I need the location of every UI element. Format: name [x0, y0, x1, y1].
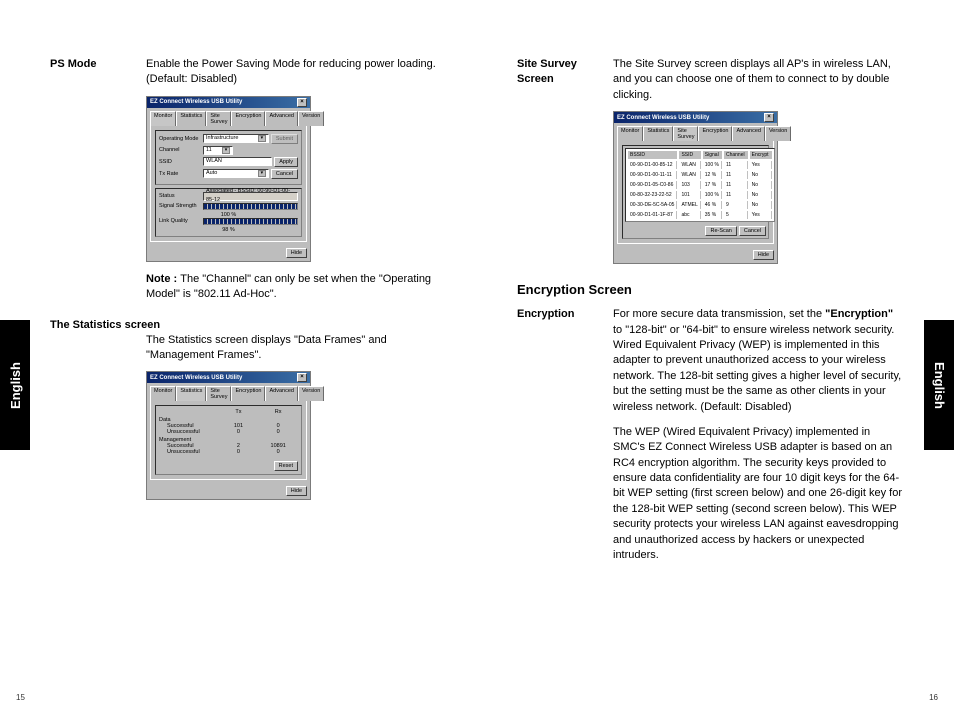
tab-encryption[interactable]: Encryption: [698, 126, 732, 141]
tab-monitor[interactable]: Monitor: [150, 386, 176, 401]
link-label: Link Quality: [159, 218, 203, 224]
stats-text: The Statistics screen displays "Data Fra…: [146, 333, 457, 364]
tab-sitesurvey[interactable]: Site Survey: [206, 111, 231, 126]
tab-version[interactable]: Version: [765, 126, 791, 141]
tab-advanced[interactable]: Advanced: [265, 111, 297, 126]
tab-version[interactable]: Version: [298, 111, 324, 126]
window-title: EZ Connect Wireless USB Utility: [150, 375, 242, 381]
chevron-down-icon[interactable]: ▾: [258, 170, 266, 177]
txrate-select[interactable]: Auto▾: [203, 169, 269, 178]
tab-sitesurvey[interactable]: Site Survey: [673, 126, 698, 141]
link-pct: 98 %: [159, 227, 298, 233]
tab-version[interactable]: Version: [298, 386, 324, 401]
tab-sitesurvey[interactable]: Site Survey: [206, 386, 231, 401]
note-text: Note : The "Channel" can only be set whe…: [146, 272, 457, 303]
link-bar: [203, 218, 298, 225]
opmode-select[interactable]: Infrastructure▾: [203, 134, 269, 143]
reset-button[interactable]: Reset: [274, 461, 298, 471]
tab-monitor[interactable]: Monitor: [150, 111, 176, 126]
tab-statistics[interactable]: Statistics: [176, 386, 206, 401]
opmode-label: Operating Mode: [159, 136, 203, 142]
table-row: 00-90-D1-00-11-11WLAN12 %11No: [628, 171, 772, 179]
channel-input[interactable]: 11▾: [203, 146, 233, 155]
stats-heading: The Statistics screen: [50, 319, 457, 331]
table-row: 00-90-D1-05-C0-8610317 %11No: [628, 181, 772, 189]
close-icon[interactable]: ×: [764, 113, 774, 122]
survey-screenshot: EZ Connect Wireless USB Utility × Monito…: [613, 111, 778, 264]
apply-button[interactable]: Apply: [274, 157, 298, 167]
tab-encryption[interactable]: Encryption: [231, 386, 265, 401]
page-number-right: 16: [929, 693, 938, 702]
signal-bar: [203, 203, 298, 210]
tab-monitor[interactable]: Monitor: [617, 126, 643, 141]
window-title: EZ Connect Wireless USB Utility: [150, 99, 242, 105]
chevron-down-icon[interactable]: ▾: [258, 135, 266, 142]
rescan-button[interactable]: Re-Scan: [705, 226, 736, 236]
survey-def: The Site Survey screen displays all AP's…: [613, 57, 904, 103]
txrate-label: Tx Rate: [159, 171, 203, 177]
tab-advanced[interactable]: Advanced: [732, 126, 764, 141]
tab-statistics[interactable]: Statistics: [176, 111, 206, 126]
cancel-button[interactable]: Cancel: [739, 226, 766, 236]
hide-button[interactable]: Hide: [286, 248, 307, 258]
tab-encryption[interactable]: Encryption: [231, 111, 265, 126]
window-title: EZ Connect Wireless USB Utility: [617, 115, 709, 121]
page-number-left: 15: [16, 693, 25, 702]
chevron-down-icon[interactable]: ▾: [222, 147, 230, 154]
tab-advanced[interactable]: Advanced: [265, 386, 297, 401]
encryption-def: For more secure data transmission, set t…: [613, 307, 904, 573]
close-icon[interactable]: ×: [297, 98, 307, 107]
statistics-screenshot: EZ Connect Wireless USB Utility × Monito…: [146, 371, 311, 500]
encryption-term: Encryption: [517, 307, 613, 573]
psmode-def: Enable the Power Saving Mode for reducin…: [146, 57, 457, 88]
tab-statistics[interactable]: Statistics: [643, 126, 673, 141]
hide-button[interactable]: Hide: [753, 250, 774, 260]
table-row: 00-80-32-23-22-52101100 %11No: [628, 191, 772, 199]
signal-label: Signal Strength: [159, 203, 203, 209]
survey-term: Site Survey Screen: [517, 57, 613, 103]
ssid-label: SSID: [159, 159, 203, 165]
monitor-screenshot: EZ Connect Wireless USB Utility × Monito…: [146, 96, 311, 262]
table-row: 00-90-D1-01-1F-87abc35 %5Yes: [628, 211, 772, 219]
close-icon[interactable]: ×: [297, 373, 307, 382]
table-row: 00-90-D1-00-85-12WLAN100 %11Yes: [628, 161, 772, 169]
status-label: Status: [159, 193, 203, 199]
ssid-input[interactable]: WLAN: [203, 157, 272, 166]
status-value: Associated - BSSID: 00-90-D1-00-85-12: [203, 192, 298, 201]
psmode-term: PS Mode: [50, 57, 146, 88]
channel-label: Channel: [159, 147, 203, 153]
survey-table[interactable]: BSSIDSSID SignalChannel Encrypt 00-90-D1…: [625, 148, 775, 222]
hide-button[interactable]: Hide: [286, 486, 307, 496]
encryption-heading: Encryption Screen: [517, 282, 904, 297]
cancel-button[interactable]: Cancel: [271, 169, 298, 179]
submit-button: Submit: [271, 134, 298, 144]
table-row: 00-30-DE-5C-5A-05ATMEL46 %9No: [628, 201, 772, 209]
